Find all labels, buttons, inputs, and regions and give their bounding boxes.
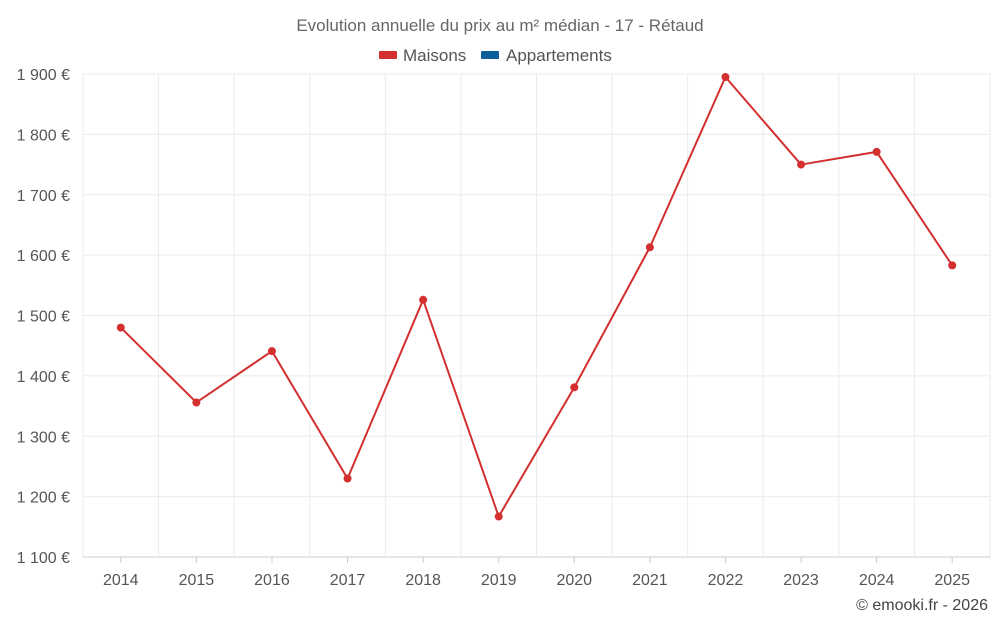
x-tick-label: 2022 [708, 572, 744, 589]
data-point-maisons-2014[interactable] [116, 323, 125, 332]
legend-item-appartements[interactable]: Appartements [481, 46, 612, 65]
y-tick-label: 1 500 € [17, 309, 70, 326]
y-tick-label: 1 800 € [17, 127, 70, 144]
x-tick-label: 2020 [556, 572, 592, 589]
legend-item-maisons[interactable]: Maisons [379, 46, 466, 65]
data-point-maisons-2020[interactable] [570, 383, 579, 392]
x-tick-label: 2018 [405, 572, 441, 589]
x-tick-label: 2025 [934, 572, 970, 589]
x-tick-label: 2021 [632, 572, 668, 589]
x-tick-label: 2015 [179, 572, 215, 589]
series-line-maisons [120, 76, 954, 518]
legend: Maisons Appartements [379, 46, 612, 65]
data-point-maisons-2023[interactable] [797, 160, 806, 169]
data-point-maisons-2017[interactable] [343, 474, 352, 483]
y-tick-label: 1 900 € [17, 67, 70, 84]
data-point-maisons-2022[interactable] [721, 73, 730, 82]
data-point-maisons-2025[interactable] [948, 261, 957, 270]
chart-title: Evolution annuelle du prix au m² médian … [296, 16, 703, 35]
y-tick-label: 1 100 € [17, 550, 70, 567]
legend-label-appartements: Appartements [506, 46, 612, 65]
y-tick-label: 1 700 € [17, 188, 70, 205]
x-tick-label: 2014 [103, 572, 139, 589]
data-point-maisons-2021[interactable] [645, 243, 654, 252]
legend-label-maisons: Maisons [403, 46, 466, 65]
x-tick-label: 2017 [330, 572, 366, 589]
y-tick-label: 1 600 € [17, 248, 70, 265]
y-axis-labels: 1 100 € 1 200 € 1 300 € 1 400 € 1 500 € 1 600… [17, 67, 70, 567]
legend-swatch-appartements [481, 51, 499, 59]
x-axis-labels: 2014 2015 2016 2017 2018 2019 2020 2021 2022 2023… [103, 557, 970, 589]
legend-swatch-maisons [379, 51, 397, 59]
x-tick-label: 2019 [481, 572, 517, 589]
y-tick-label: 1 400 € [17, 369, 70, 386]
y-tick-label: 1 300 € [17, 429, 70, 446]
y-tick-label: 1 200 € [17, 490, 70, 507]
x-tick-label: 2016 [254, 572, 290, 589]
data-point-maisons-2019[interactable] [494, 512, 503, 521]
x-gridlines [82, 74, 991, 557]
credit-text: © emooki.fr - 2026 [856, 597, 988, 614]
data-point-maisons-2016[interactable] [267, 347, 276, 356]
data-point-maisons-2024[interactable] [872, 147, 881, 156]
x-tick-label: 2024 [859, 572, 895, 589]
series [116, 73, 957, 521]
data-point-maisons-2015[interactable] [192, 398, 201, 407]
data-point-maisons-2018[interactable] [419, 295, 428, 304]
x-tick-label: 2023 [783, 572, 819, 589]
